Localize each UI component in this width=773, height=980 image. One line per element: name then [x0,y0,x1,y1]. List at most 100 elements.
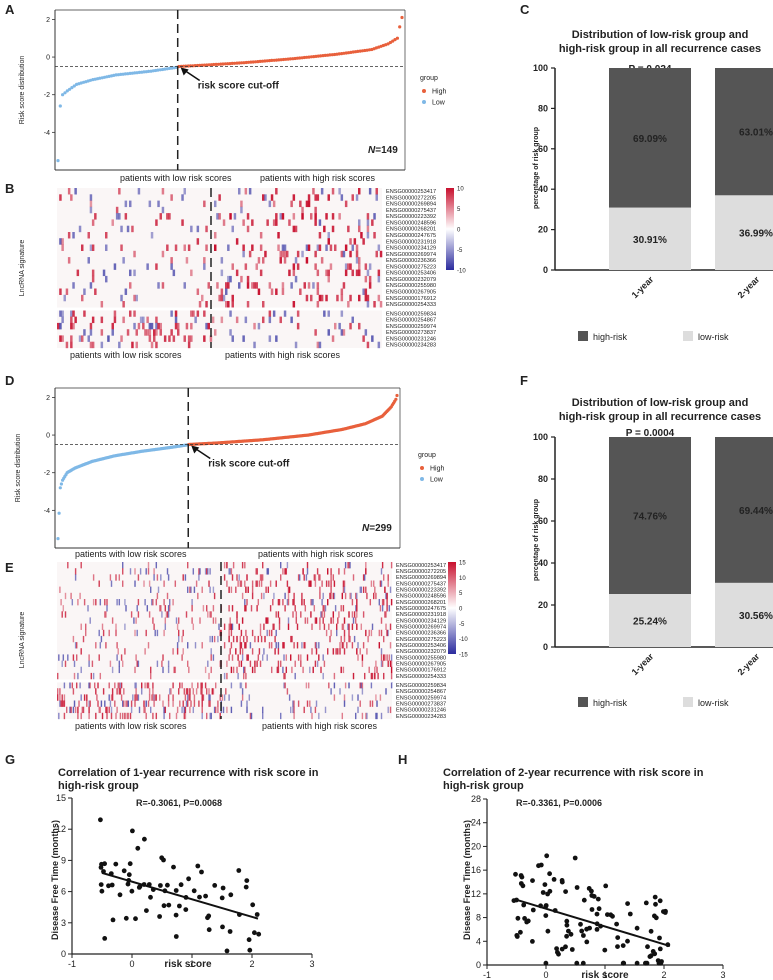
heatmap-cell [63,694,66,701]
heatmap-cell [380,568,383,575]
heatmap-cell [245,586,247,593]
heatmap-cell [327,568,329,575]
heatmap-cell [176,648,179,655]
high-risk-point [277,58,281,62]
heatmap-cell [336,629,338,637]
data-point [625,938,630,944]
heatmap-cell [110,580,113,587]
high-risk-point [254,60,258,64]
heatmap-cell [327,329,330,336]
ytick-label: 8 [476,913,481,923]
heatmap-cell [380,712,383,720]
heatmap-cell [67,232,71,239]
heatmap-cell [311,599,313,606]
heatmap-cell [378,642,381,649]
heatmap-cell [131,341,134,349]
heatmap-cell [270,288,274,295]
panel-d-cutoff-label: risk score cut-off [208,458,290,469]
gene-label: ENSG00000234283 [386,343,436,349]
heatmap-cell [322,654,324,661]
heatmap-cell [325,629,328,637]
heatmap-cell [381,599,384,606]
heatmap-cell [88,700,90,707]
heatmap-cell [185,700,188,707]
heatmap-cell [177,329,180,336]
heatmap-cell [374,666,376,674]
heatmap-cell [76,654,78,661]
heatmap-cell [286,562,289,569]
heatmap-cell [279,257,282,264]
heatmap-cell [260,574,263,581]
heatmap-cell [185,611,188,618]
panel-d-n-value: =299 [369,523,392,534]
heatmap-cell [318,654,320,661]
data-point [250,902,256,908]
heatmap-cell [246,700,248,707]
heatmap-cell [122,700,124,707]
heatmap-cell [349,592,351,600]
heatmap-cell [218,213,221,220]
heatmap-cell [361,660,364,667]
data-point [662,910,668,915]
heatmap-cell [366,301,370,308]
heatmap-cell [119,682,122,689]
panel-f-title-line1: Distribution of low-risk group and [572,397,749,409]
data-point [634,925,640,931]
panel-a-cutoff-arrow [184,69,201,82]
heatmap-cell [272,200,276,208]
heatmap-cell [384,654,386,661]
heatmap-cell [144,648,146,655]
heatmap-cell [319,592,321,600]
heatmap-cell [210,611,212,618]
panel-f-title-line2: high-risk group in all recurrence cases [559,411,761,423]
heatmap-cell [251,666,254,674]
heatmap-cell [314,617,317,624]
heatmap-cell [167,574,170,581]
heatmap-cell [163,629,165,637]
heatmap-cell [257,635,260,643]
data-point [219,895,225,901]
heatmap-cell [162,700,164,707]
panel-e-ylabel: LncRNA signature [19,612,26,669]
low-risk-point [107,74,111,78]
data-point [106,883,111,889]
heatmap-cell [257,654,260,661]
heatmap-cell [209,635,211,643]
heatmap-cell [304,605,307,612]
heatmap-cell [212,617,215,624]
gene-label: ENSG00000269894 [386,202,436,208]
high-risk-point [309,55,313,59]
heatmap-cell [344,592,347,600]
ytick-label: 0 [46,55,50,62]
heatmap-cell [157,282,160,289]
heatmap-cell [338,188,341,195]
heatmap-cell [85,629,87,637]
low-risk-point [56,537,60,541]
heatmap-cell [187,586,189,593]
heatmap-cell [167,611,170,618]
heatmap-cell [88,706,90,714]
heatmap-cell [222,219,226,226]
heatmap-cell [198,574,200,581]
heatmap-cell [349,562,351,569]
data-point [653,901,658,907]
heatmap-cell [351,244,354,251]
heatmap-cell [161,282,165,289]
data-point [191,888,197,894]
data-point [513,871,518,877]
heatmap-cell [245,642,247,649]
heatmap-cell [155,322,158,330]
heatmap-cell [316,194,320,201]
heatmap-cell [292,700,294,707]
data-point [228,892,234,898]
heatmap-cell [182,629,184,637]
heatmap-cell [364,574,366,581]
panel-f-legend-low-swatch [683,697,693,707]
heatmap-cell [89,194,93,201]
high-risk-point [212,62,216,67]
category-label: 2-year [736,651,762,677]
heatmap-cell [342,623,345,630]
heatmap-cell [314,263,317,270]
panel-a: A 20-2-4 risk score cut-off Risk score d… [5,2,447,183]
